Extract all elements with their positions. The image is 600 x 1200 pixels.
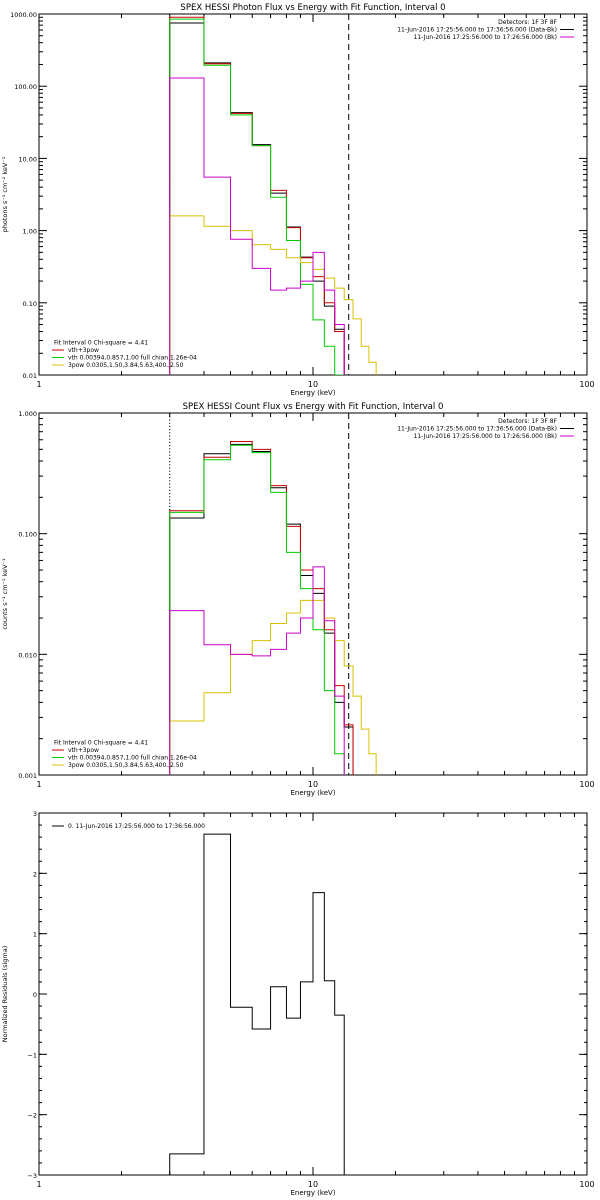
series-line-5	[169, 77, 345, 375]
y-tick-label: 100.00	[14, 83, 37, 91]
x-tick-label: 1	[36, 1180, 41, 1189]
series-line-3	[169, 18, 345, 375]
legend-entry-label: 3pow 0.0305,1.50,3.84,5.63,400.,2.50	[68, 362, 184, 369]
y-tick-label: 0.01	[23, 372, 37, 380]
legend-header: Fit Interval 0 Chi-square = 4.41	[54, 340, 148, 347]
y-tick-label: 0.10	[23, 300, 37, 308]
y-tick-label: 0.001	[18, 772, 37, 780]
series-line-5	[169, 566, 345, 775]
legend-entry-label: vth 0.00394,0.857,1.00 full chian 1.26e-…	[68, 755, 197, 762]
y-axis-label: counts s⁻¹ cm⁻² keV⁻¹	[1, 558, 9, 630]
x-tick-label: 10	[308, 1180, 318, 1189]
series-line-2	[169, 16, 345, 375]
series-group	[169, 16, 377, 375]
series-line-1	[169, 833, 345, 1175]
x-axis-label: Energy (keV)	[290, 389, 335, 397]
chart-panel-2: 1 10 100 0.001 0.010 0.100 1.000 SPEX HESSI Cou…	[1, 402, 595, 797]
plot-frame	[38, 13, 588, 376]
y-axis-label: photons s⁻¹ cm⁻² keV⁻¹	[1, 156, 9, 232]
x-tick-label: 100	[579, 1180, 594, 1189]
y-tick-label: −1	[27, 1051, 37, 1059]
series-line-2	[169, 441, 354, 775]
x-axis-label: Energy (keV)	[290, 789, 335, 797]
series-line-4	[169, 599, 377, 775]
x-tick-label: 100	[579, 780, 594, 789]
y-tick-label: −3	[27, 1172, 37, 1180]
y-tick-label: 10.00	[18, 155, 37, 163]
legend-entry-label: 3pow 0.0305,1.50,3.84,5.63,400.,2.50	[68, 762, 184, 769]
series-line-1	[169, 443, 354, 775]
chart-title: SPEX HESSI Count Flux vs Energy with Fit…	[183, 402, 444, 412]
legend-entry-label: vth+3pow	[68, 747, 99, 754]
legend-entry-label: 11-Jun-2016 17:25:56.000 to 17:26:56.000…	[414, 433, 557, 440]
legend-entry-label: vth 0.00394,0.857,1.00 full chian 1.26e-…	[68, 355, 197, 362]
x-tick-label: 1	[36, 380, 41, 389]
y-tick-label: 0.100	[18, 531, 37, 539]
y-tick-label: 3	[33, 810, 37, 818]
legend-header: Fit Interval 0 Chi-square = 4.41	[54, 740, 148, 747]
y-tick-label: 0	[33, 991, 37, 999]
series-group	[169, 833, 345, 1175]
y-tick-label: 0.010	[18, 651, 37, 659]
x-tick-label: 10	[308, 380, 318, 389]
legend-entry-label: 0. 11-Jun-2016 17:25:56.000 to 17:36:56.…	[68, 823, 205, 830]
y-tick-label: 1.00	[23, 228, 37, 236]
series-group	[169, 441, 377, 775]
chart-panel-3: 1 10 100 −3 −2 −1 0 1 2 3 Energy (keV) Normalized R…	[1, 810, 595, 1197]
chart-title: SPEX HESSI Photon Flux vs Energy with Fi…	[180, 3, 445, 13]
x-tick-label: 10	[308, 780, 318, 789]
series-line-4	[169, 215, 377, 375]
x-tick-label: 1	[36, 780, 41, 789]
chart-panel-1: 1 10 100 0.01 0.10 1.00 10.00 100.00 1000.00 SPEX…	[1, 3, 595, 397]
legend-entry-label: 11-Jun-2016 17:25:56.000 to 17:36:56.000…	[397, 27, 557, 34]
legend-header: Detectors: 1F 3F 8F	[498, 19, 557, 26]
plot-frame	[38, 812, 588, 1176]
legend-entry-label: 11-Jun-2016 17:25:56.000 to 17:26:56.000…	[414, 34, 557, 41]
y-tick-label: −2	[27, 1112, 37, 1120]
y-tick-label: 1000.00	[10, 11, 37, 19]
y-tick-label: 2	[33, 870, 37, 878]
y-axis-label: Normalized Residuals (sigma)	[1, 946, 9, 1043]
legend-header: Detectors: 1F 3F 8F	[498, 418, 557, 425]
y-tick-label: 1	[33, 931, 37, 939]
series-line-1	[169, 22, 345, 375]
legend-entry-label: 11-Jun-2016 17:25:56.000 to 17:36:56.000…	[397, 426, 557, 433]
x-axis-label: Energy (keV)	[290, 1189, 335, 1197]
legend-entry-label: vth+3pow	[68, 347, 99, 354]
series-line-3	[169, 444, 345, 775]
y-tick-label: 1.000	[18, 410, 37, 418]
x-tick-label: 100	[579, 380, 594, 389]
